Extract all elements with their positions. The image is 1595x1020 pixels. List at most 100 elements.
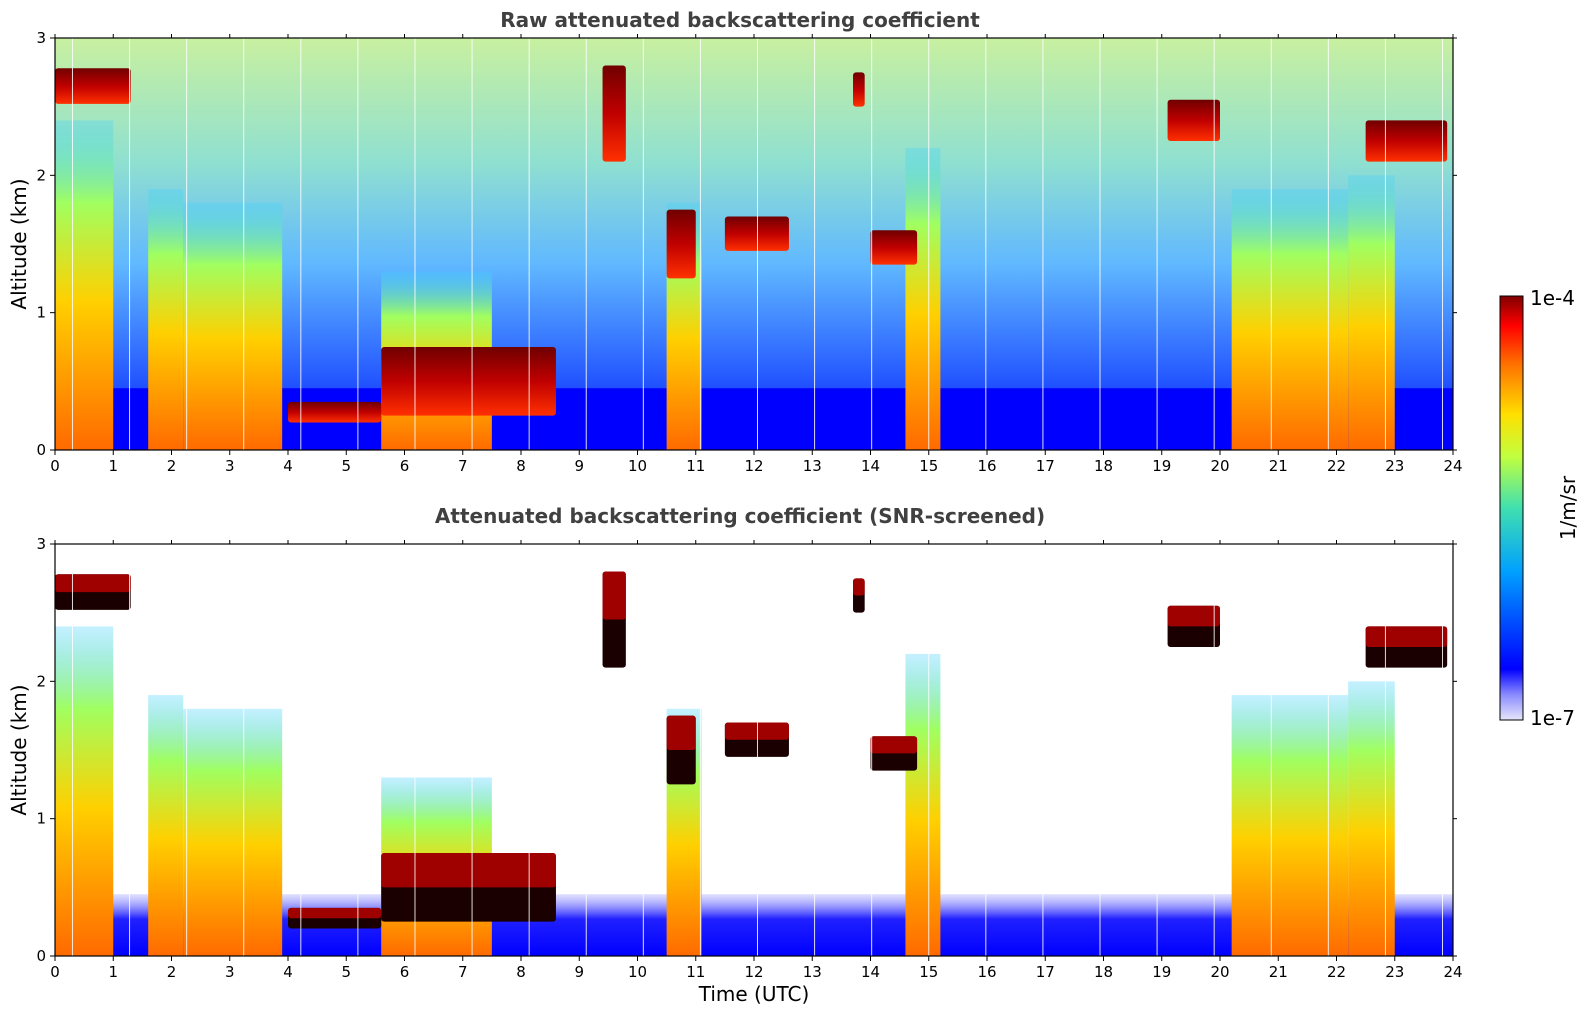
- x-tick-label: 18: [1094, 457, 1113, 475]
- x-tick-label: 9: [574, 457, 584, 475]
- x-tick-label: 16: [977, 963, 996, 981]
- x-tick-label: 11: [686, 963, 705, 981]
- x-tick-label: 19: [1152, 963, 1171, 981]
- x-tick-label: 3: [225, 963, 235, 981]
- y-tick-label: 1: [36, 810, 46, 828]
- x-tick-label: 15: [919, 963, 938, 981]
- x-tick-label: 13: [803, 457, 822, 475]
- x-tick-label: 18: [1094, 963, 1113, 981]
- colorbar-min-label: 1e-7: [1530, 706, 1575, 730]
- x-tick-label: 24: [1443, 963, 1462, 981]
- x-tick-label: 10: [628, 963, 647, 981]
- x-tick-label: 24: [1443, 457, 1462, 475]
- x-tick-label: 14: [861, 457, 880, 475]
- x-tick-label: 14: [861, 963, 880, 981]
- cloud-layer-edge: [55, 574, 131, 593]
- x-tick-label: 23: [1385, 963, 1404, 981]
- panel-title: Attenuated backscattering coefficient (S…: [435, 504, 1045, 528]
- x-tick-label: 8: [516, 457, 526, 475]
- cloud-layer: [1365, 120, 1448, 162]
- aerosol-plume: [1231, 695, 1349, 956]
- aerosol-plume: [55, 626, 114, 956]
- x-tick-label: 11: [686, 457, 705, 475]
- raw-backscatter-panel: Raw attenuated backscattering coefficien…: [7, 8, 1463, 475]
- x-tick-label: 15: [919, 457, 938, 475]
- cloud-layer: [666, 209, 696, 279]
- x-tick-label: 12: [744, 457, 763, 475]
- cloud-layer-edge: [1167, 605, 1220, 627]
- cloud-layer-edge: [870, 736, 918, 754]
- x-tick-label: 7: [458, 457, 468, 475]
- cloud-layer-edge: [602, 571, 626, 620]
- cloud-layer-edge: [666, 715, 696, 750]
- cloud-layer-edge: [853, 578, 865, 596]
- x-tick-label: 1: [108, 963, 118, 981]
- cloud-layer-edge: [724, 722, 789, 740]
- x-tick-label: 6: [400, 963, 410, 981]
- cloud-layer-edge: [288, 907, 382, 919]
- y-tick-label: 2: [36, 166, 46, 184]
- cloud-layer-edge: [1365, 626, 1448, 647]
- x-tick-label: 4: [283, 963, 293, 981]
- aerosol-plume: [183, 202, 283, 450]
- y-axis: 0 1 2 3: [36, 29, 1457, 459]
- aerosol-plume: [148, 695, 184, 956]
- x-tick-label: 9: [574, 963, 584, 981]
- x-tick-label: 2: [167, 963, 177, 981]
- y-axis-label: Altitude (km): [7, 684, 31, 815]
- screened-backscatter-panel: Attenuated backscattering coefficient (S…: [7, 504, 1463, 1006]
- x-tick-label: 22: [1327, 457, 1346, 475]
- y-axis: 0 1 2 3: [36, 535, 1457, 965]
- y-tick-label: 0: [36, 441, 46, 459]
- x-tick-label: 7: [458, 963, 468, 981]
- panel-title: Raw attenuated backscattering coefficien…: [500, 8, 980, 32]
- aerosol-plume: [1348, 175, 1395, 450]
- y-tick-label: 1: [36, 304, 46, 322]
- x-tick-label: 6: [400, 457, 410, 475]
- x-tick-label: 5: [341, 963, 351, 981]
- y-tick-label: 3: [36, 29, 46, 47]
- aerosol-plume: [148, 189, 184, 450]
- x-tick-label: 16: [977, 457, 996, 475]
- x-tick-label: 17: [1036, 457, 1055, 475]
- cloud-layer: [1167, 99, 1220, 141]
- aerosol-plume: [183, 708, 283, 956]
- x-tick-label: 20: [1210, 457, 1229, 475]
- aerosol-plume: [1231, 189, 1349, 450]
- x-tick-label: 2: [167, 457, 177, 475]
- x-tick-label: 3: [225, 457, 235, 475]
- x-tick-label: 10: [628, 457, 647, 475]
- x-axis: 0 1 2 3 4 5 6 7 8 9 10 11 12 13 14 15 16 17 18 19 20 21 22 23 24: [50, 34, 1463, 475]
- x-axis: 0 1 2 3 4 5 6 7 8 9 10 11 12 13 14 15 16 17 18 19 20 21 22 23 24: [50, 540, 1463, 981]
- x-tick-label: 5: [341, 457, 351, 475]
- x-axis-label: Time (UTC): [698, 982, 810, 1006]
- x-tick-label: 12: [744, 963, 763, 981]
- cloud-layer: [602, 65, 626, 162]
- colorbar: 1e-4 1e-7 1/m/sr: [1499, 286, 1580, 730]
- cloud-layer: [381, 347, 556, 416]
- colorbar-gradient: [1499, 295, 1524, 721]
- x-tick-label: 22: [1327, 963, 1346, 981]
- cloud-layer: [724, 216, 789, 251]
- x-tick-label: 17: [1036, 963, 1055, 981]
- x-tick-label: 0: [50, 457, 60, 475]
- cloud-layer: [870, 230, 918, 265]
- plot-area: [55, 544, 1453, 956]
- x-tick-label: 4: [283, 457, 293, 475]
- y-tick-label: 0: [36, 947, 46, 965]
- aerosol-plume: [55, 120, 114, 450]
- cloud-layer: [853, 72, 865, 107]
- aerosol-plume: [905, 147, 941, 450]
- x-tick-label: 21: [1269, 963, 1288, 981]
- x-tick-label: 23: [1385, 457, 1404, 475]
- colorbar-unit-label: 1/m/sr: [1556, 475, 1580, 540]
- cloud-layer-edge: [381, 853, 556, 888]
- x-tick-label: 20: [1210, 963, 1229, 981]
- y-axis-label: Altitude (km): [7, 178, 31, 309]
- cloud-layer: [288, 401, 382, 423]
- x-tick-label: 8: [516, 963, 526, 981]
- plot-area: [55, 38, 1453, 450]
- x-tick-label: 1: [108, 457, 118, 475]
- aerosol-plume: [1348, 681, 1395, 956]
